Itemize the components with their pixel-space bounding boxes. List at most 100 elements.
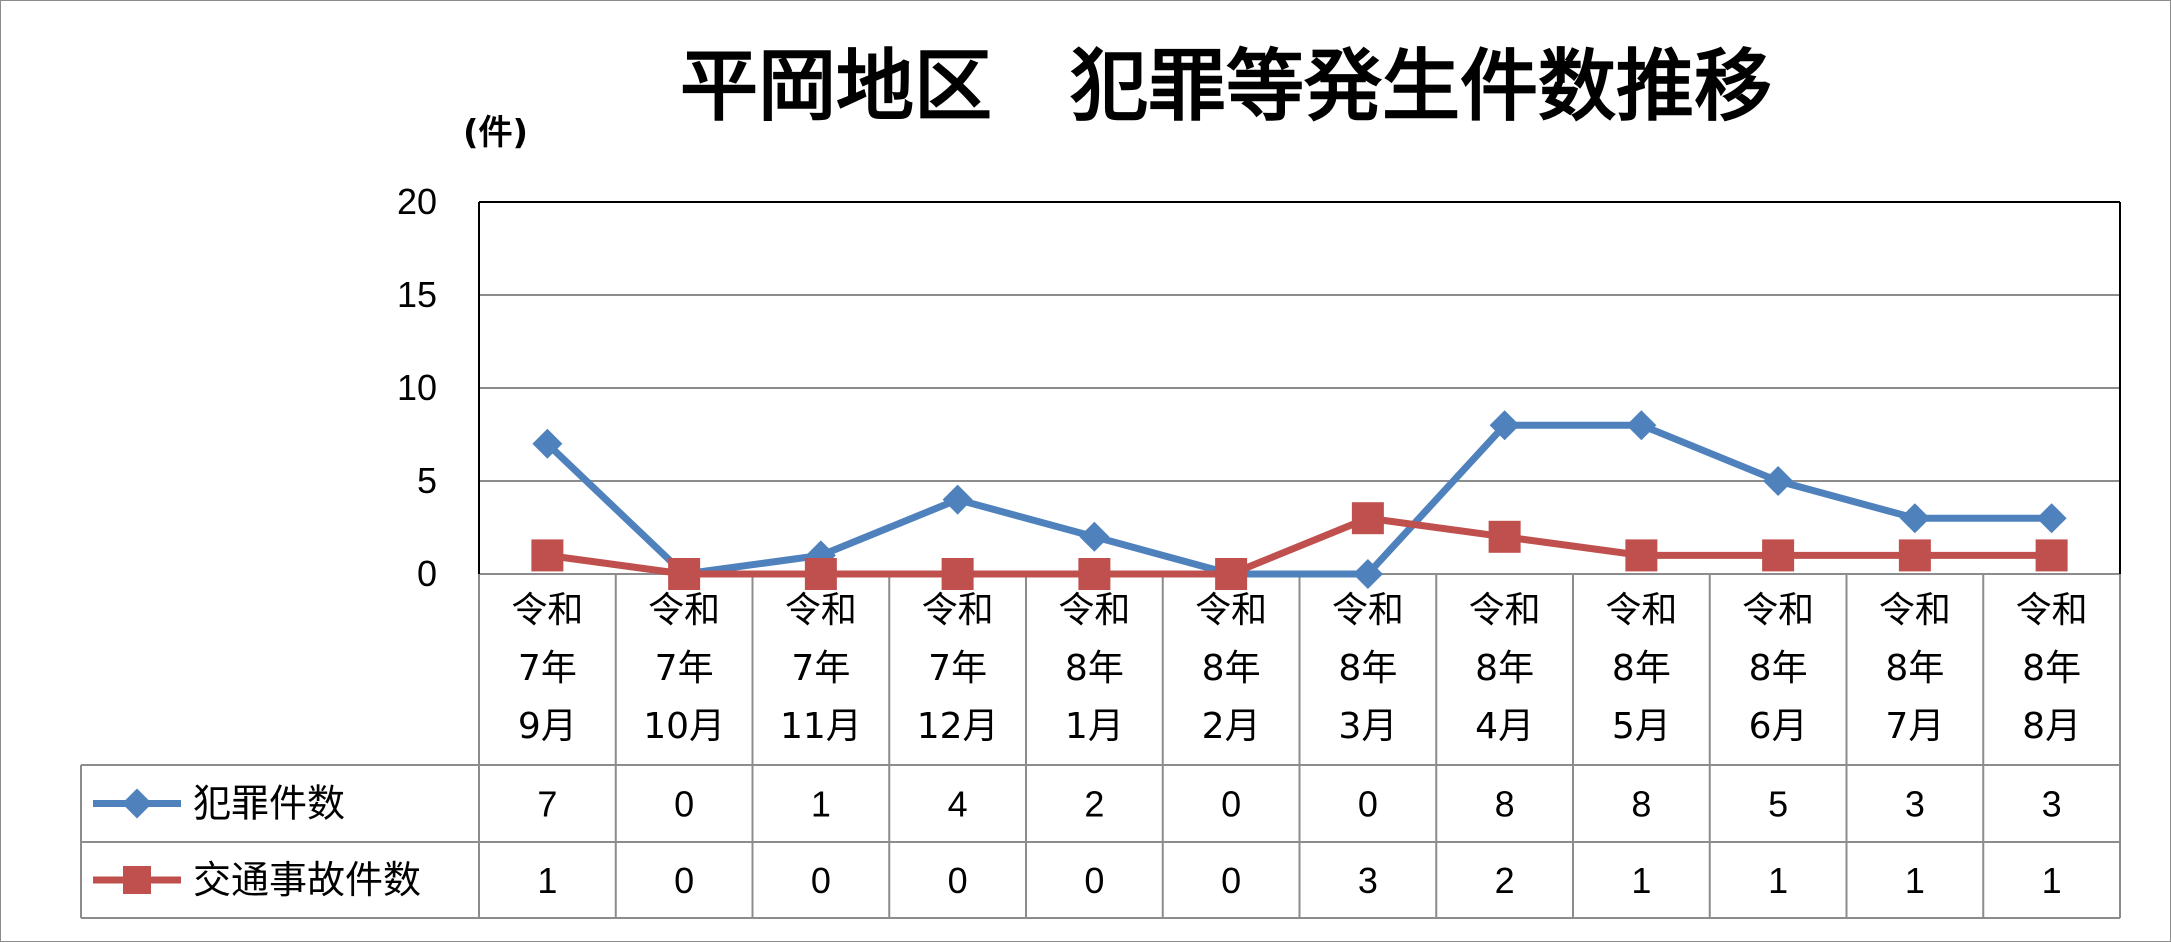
x-tick-label: 8年 xyxy=(1338,648,1397,689)
x-tick-label: 8年 xyxy=(1475,648,1534,689)
table-cell-value: 0 xyxy=(948,860,968,901)
data-point xyxy=(941,558,974,590)
x-tick-label: 8年 xyxy=(1202,648,1261,689)
x-tick-label: 12月 xyxy=(917,706,999,747)
x-tick-label: 6月 xyxy=(1749,706,1808,747)
table-cell-value: 1 xyxy=(1905,860,1925,901)
table-cell-value: 0 xyxy=(1084,860,1104,901)
y-axis-ticks: 0 5 10 15 20 xyxy=(397,181,437,594)
x-tick-label: 1月 xyxy=(1065,706,1124,747)
data-point xyxy=(1215,558,1248,590)
table-cell-value: 2 xyxy=(1495,860,1515,901)
data-point xyxy=(942,484,973,515)
data-point xyxy=(1488,520,1521,553)
x-tick-label: 令和 xyxy=(922,590,994,631)
y-tick-label: 0 xyxy=(417,553,437,594)
legend-marker xyxy=(123,866,151,894)
table-cell-value: 7 xyxy=(537,784,557,825)
table-cell-value: 0 xyxy=(811,860,831,901)
data-point xyxy=(532,428,563,459)
x-tick-label: 5月 xyxy=(1612,706,1671,747)
x-tick-label: 9月 xyxy=(518,706,577,747)
x-tick-label: 8年 xyxy=(1065,648,1124,689)
data-point xyxy=(1078,558,1111,590)
table-cell-value: 1 xyxy=(811,784,831,825)
table-cell-value: 8 xyxy=(1495,784,1515,825)
data-point xyxy=(1626,410,1657,441)
x-tick-label: 8年 xyxy=(2022,648,2081,689)
y-tick-label: 20 xyxy=(397,181,437,222)
x-tick-label: 8年 xyxy=(1885,648,1944,689)
x-tick-label: 令和 xyxy=(511,590,583,631)
data-point xyxy=(1899,503,1930,534)
y-tick-label: 5 xyxy=(417,460,437,501)
table-cell-value: 0 xyxy=(1221,860,1241,901)
x-tick-label: 2月 xyxy=(1202,706,1261,747)
legend-marker xyxy=(122,788,152,819)
x-tick-label: 令和 xyxy=(2016,590,2088,631)
table-cell-value: 0 xyxy=(1221,784,1241,825)
table-cell-value: 1 xyxy=(1768,860,1788,901)
x-tick-label: 7年 xyxy=(655,648,714,689)
table-cell-value: 3 xyxy=(1358,860,1378,901)
x-tick-label: 3月 xyxy=(1338,706,1397,747)
y-tick-label: 15 xyxy=(397,274,437,315)
y-tick-label: 10 xyxy=(397,367,437,408)
legend-label: 交通事故件数 xyxy=(193,858,421,902)
series-line xyxy=(546,514,2052,578)
x-tick-label: 令和 xyxy=(1332,590,1404,631)
x-tick-label: 7年 xyxy=(791,648,850,689)
x-tick-label: 令和 xyxy=(1742,590,1814,631)
x-tick-label: 7年 xyxy=(518,648,577,689)
x-tick-label: 4月 xyxy=(1475,706,1534,747)
data-point xyxy=(1625,539,1658,572)
table-cell-value: 3 xyxy=(1905,784,1925,825)
table-cell-value: 0 xyxy=(1358,784,1378,825)
table-cell-value: 3 xyxy=(2042,784,2062,825)
x-tick-label: 8年 xyxy=(1612,648,1671,689)
data-point xyxy=(1763,466,1794,496)
data-point xyxy=(2035,539,2068,572)
table-cell-value: 1 xyxy=(1631,860,1651,901)
series-line xyxy=(544,421,2052,578)
x-tick-label: 令和 xyxy=(1605,590,1677,631)
data-point xyxy=(531,539,564,572)
data-point xyxy=(804,558,837,590)
table-cell-value: 1 xyxy=(2042,860,2062,901)
x-tick-label: 令和 xyxy=(1058,590,1130,631)
table-cell-value: 1 xyxy=(537,860,557,901)
data-point xyxy=(1351,502,1384,535)
x-tick-label: 令和 xyxy=(785,590,857,631)
data-point xyxy=(668,558,701,590)
chart-title: 平岡地区 犯罪等発生件数推移 xyxy=(680,42,1772,132)
x-tick-label: 令和 xyxy=(1469,590,1541,631)
table-cell-value: 0 xyxy=(674,784,694,825)
x-axis-categories: 令和 7年 9月 令和 7年 10月 令和 7年 11月 令和 7年 12月 令和 8年 1月 令和 8年 2月 令… xyxy=(511,590,2087,747)
x-tick-label: 8年 xyxy=(1749,648,1808,689)
data-point xyxy=(1898,539,1931,572)
series-lines xyxy=(531,410,2068,590)
legend-label: 犯罪件数 xyxy=(193,782,345,826)
y-axis-unit-label: (件) xyxy=(463,113,528,153)
table-cell-value: 5 xyxy=(1768,784,1788,825)
data-point xyxy=(1352,559,1383,589)
gridlines xyxy=(478,201,2121,575)
x-tick-label: 8月 xyxy=(2022,706,2081,747)
table-cell-value: 2 xyxy=(1084,784,1104,825)
data-table: 犯罪件数 7 0 1 4 2 0 0 8 8 5 3 3 交通事故件数 1 0 0 0 0 0 3 2 1 1 1 1 xyxy=(80,574,2121,919)
x-tick-label: 7月 xyxy=(1885,706,1944,747)
x-tick-label: 10月 xyxy=(643,706,725,747)
table-cell-value: 0 xyxy=(674,860,694,901)
x-tick-label: 7年 xyxy=(928,648,987,689)
table-cell-value: 4 xyxy=(948,784,968,825)
x-tick-label: 11月 xyxy=(780,706,862,747)
data-point xyxy=(2036,503,2067,534)
x-tick-label: 令和 xyxy=(1195,590,1267,631)
x-tick-label: 令和 xyxy=(1879,590,1951,631)
x-tick-label: 令和 xyxy=(648,590,720,631)
table-cell-value: 8 xyxy=(1631,784,1651,825)
data-point xyxy=(1079,521,1110,552)
data-point xyxy=(1762,539,1795,572)
